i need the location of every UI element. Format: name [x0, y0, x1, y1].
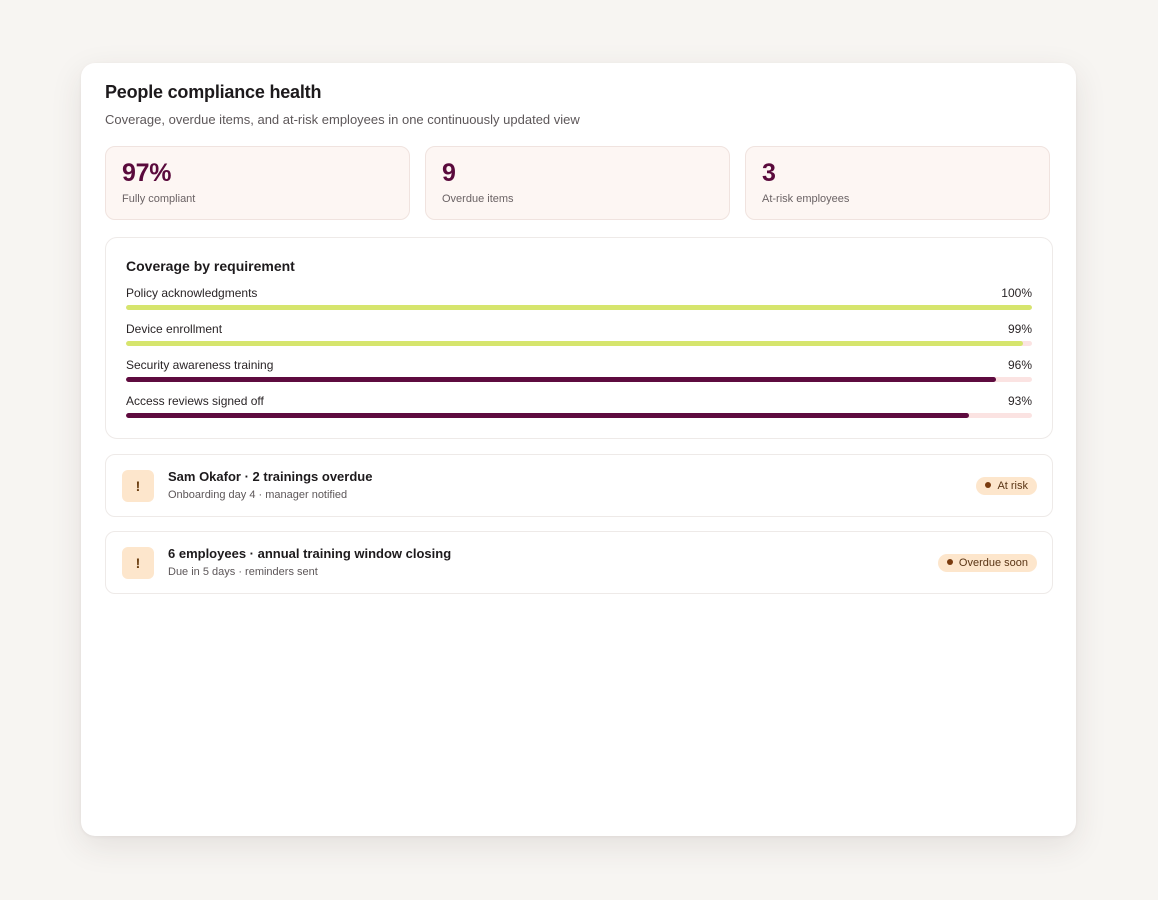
coverage-title: Coverage by requirement: [126, 258, 295, 274]
alert-title: 6 employees · annual training window clo…: [168, 546, 452, 561]
progress-track: [126, 341, 1032, 346]
stat-value: 97%: [122, 159, 172, 187]
alert-title: Sam Okafor · 2 trainings overdue: [168, 469, 373, 484]
requirement-percent: 93%: [1007, 394, 1032, 408]
requirement-label: Security awareness training: [126, 358, 274, 372]
status-badge-label: At risk: [997, 480, 1028, 492]
progress-fill: [126, 377, 996, 382]
requirement-label: Policy acknowledgments: [126, 286, 258, 300]
progress-fill: [126, 413, 969, 418]
requirement-row-access-reviews-signed-off: Access reviews signed off 93%: [126, 394, 1032, 424]
progress-track: [126, 377, 1032, 382]
status-badge-label: Overdue soon: [958, 557, 1028, 569]
status-badge: At risk: [976, 477, 1037, 495]
requirement-row-policy-acknowledgments: Policy acknowledgments 100%: [126, 286, 1032, 316]
alert-item-sam-okafor[interactable]: ! Sam Okafor · 2 trainings overdue Onboa…: [105, 454, 1053, 517]
progress-fill: [126, 341, 1023, 346]
alert-subtitle: Due in 5 days · reminders sent: [168, 566, 318, 578]
stat-label: Fully compliant: [122, 193, 196, 205]
stat-fully-compliant: 97% Fully compliant: [105, 146, 410, 220]
progress-fill: [126, 305, 1032, 310]
requirement-percent: 96%: [1007, 358, 1032, 372]
page-subtitle: Coverage, overdue items, and at-risk emp…: [105, 112, 580, 127]
stat-at-risk-employees: 3 At-risk employees: [745, 146, 1050, 220]
compliance-card: People compliance health Coverage, overd…: [81, 63, 1076, 836]
stat-value: 3: [762, 159, 776, 187]
requirement-label: Access reviews signed off: [126, 394, 264, 408]
alert-item-annual-training[interactable]: ! 6 employees · annual training window c…: [105, 531, 1053, 594]
status-dot-icon: [946, 559, 953, 565]
status-badge: Overdue soon: [937, 554, 1037, 572]
alert-subtitle: Onboarding day 4 · manager notified: [168, 489, 348, 501]
requirement-label: Device enrollment: [126, 322, 223, 336]
exclamation-icon: !: [122, 470, 154, 502]
status-dot-icon: [985, 482, 992, 488]
stat-label: Overdue items: [442, 193, 514, 205]
requirement-percent: 99%: [1007, 322, 1032, 336]
requirement-row-security-awareness-training: Security awareness training 96%: [126, 358, 1032, 388]
stat-overdue-items: 9 Overdue items: [425, 146, 730, 220]
progress-track: [126, 413, 1032, 418]
stat-label: At-risk employees: [762, 193, 850, 205]
coverage-panel: Coverage by requirement Policy acknowled…: [105, 237, 1053, 439]
page-title: People compliance health: [105, 82, 322, 102]
progress-track: [126, 305, 1032, 310]
requirement-percent: 100%: [1001, 286, 1032, 300]
requirement-row-device-enrollment: Device enrollment 99%: [126, 322, 1032, 352]
stats-row: 97% Fully compliant 9 Overdue items 3 At…: [105, 146, 1053, 222]
exclamation-icon: !: [122, 547, 154, 579]
stat-value: 9: [442, 159, 456, 187]
